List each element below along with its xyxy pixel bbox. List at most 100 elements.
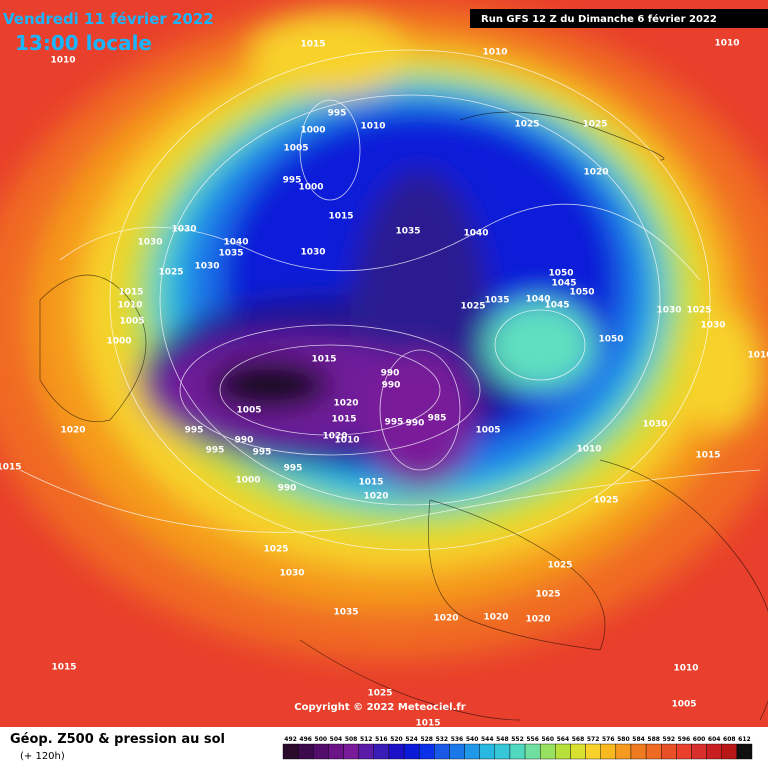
isobar-label: 1030 bbox=[300, 248, 325, 258]
scale-swatch bbox=[736, 743, 753, 760]
scale-label: 552 bbox=[511, 736, 524, 743]
scale-label: 536 bbox=[451, 736, 464, 743]
scale-swatch bbox=[721, 743, 738, 760]
copyright: Copyright © 2022 Meteociel.fr bbox=[294, 702, 465, 713]
scale-swatch bbox=[509, 743, 526, 760]
isobar-label: 1035 bbox=[218, 249, 243, 259]
isobar-label: 1020 bbox=[483, 613, 508, 623]
isobar-label: 1020 bbox=[333, 399, 358, 409]
isobar-label: 1000 bbox=[300, 126, 325, 136]
isobar-label: 1015 bbox=[328, 212, 353, 222]
scale-label: 532 bbox=[436, 736, 449, 743]
scale-label: 500 bbox=[315, 736, 328, 743]
isobar-label: 1020 bbox=[583, 168, 608, 178]
scale-swatch bbox=[539, 743, 556, 760]
isobar-label: 1015 bbox=[311, 355, 336, 365]
isobar-label: 1025 bbox=[514, 120, 539, 130]
run-info: Run GFS 12 Z du Dimanche 6 février 2022 bbox=[481, 13, 717, 25]
isobar-label: 1020 bbox=[60, 426, 85, 436]
scale-label: 600 bbox=[693, 736, 706, 743]
isobar-label: 1025 bbox=[263, 545, 288, 555]
isobar-label: 1040 bbox=[463, 229, 488, 239]
scale-swatch bbox=[358, 743, 374, 760]
scale-label: 564 bbox=[557, 736, 570, 743]
scale-swatch bbox=[524, 743, 541, 760]
isobar-label: 1010 bbox=[334, 436, 359, 446]
isobar-label: 1005 bbox=[283, 144, 308, 154]
isobar-label: 1010 bbox=[50, 56, 75, 66]
isobar-label: 1025 bbox=[158, 268, 183, 278]
isobar-label: 1025 bbox=[686, 306, 711, 316]
scale-swatch bbox=[691, 743, 707, 760]
isobar-label: 1025 bbox=[535, 590, 560, 600]
scale-swatch bbox=[328, 743, 344, 760]
legend-title: Géop. Z500 & pression au sol bbox=[10, 732, 225, 747]
scale-label: 508 bbox=[345, 736, 358, 743]
isobar-label: 1000 bbox=[298, 183, 323, 193]
scale-label: 592 bbox=[663, 736, 676, 743]
isobar-label: 1005 bbox=[236, 406, 261, 416]
scale-label: 560 bbox=[541, 736, 554, 743]
scale-swatch bbox=[403, 743, 420, 760]
isobar-label: 1045 bbox=[551, 279, 576, 289]
scale-label: 520 bbox=[390, 736, 403, 743]
forecast-time: 13:00 locale bbox=[15, 31, 152, 55]
scale-swatch bbox=[600, 743, 617, 760]
isobar-label: 1010 bbox=[673, 664, 698, 674]
isobar-label: 1015 bbox=[331, 415, 356, 425]
isobar-label: 1005 bbox=[671, 700, 696, 710]
scale-label: 544 bbox=[481, 736, 494, 743]
scale-label: 608 bbox=[723, 736, 736, 743]
scale-swatch bbox=[570, 743, 586, 760]
isobar-label: 1050 bbox=[569, 288, 594, 298]
isobar-label: 990 bbox=[381, 369, 400, 379]
scale-label: 496 bbox=[299, 736, 312, 743]
scale-label: 612 bbox=[738, 736, 751, 743]
scale-label: 504 bbox=[330, 736, 343, 743]
isobar-labels: 1015 1010 1010 1010 995 1000 1010 1005 995 1000 10… bbox=[0, 39, 768, 728]
isobar-label: 995 bbox=[284, 464, 303, 474]
isobar-label: 1015 bbox=[118, 288, 143, 298]
isobar-label: 990 bbox=[382, 381, 401, 391]
scale-label: 576 bbox=[602, 736, 615, 743]
scale-label: 512 bbox=[360, 736, 373, 743]
scale-swatch bbox=[676, 743, 692, 760]
scale-swatch bbox=[630, 743, 647, 760]
isobar-label: 1015 bbox=[695, 451, 720, 461]
isobar-label: 1015 bbox=[358, 478, 383, 488]
isobar-label: 1040 bbox=[223, 238, 248, 248]
isobars bbox=[19, 49, 761, 551]
scale-label: 604 bbox=[708, 736, 721, 743]
isobar-label: 1030 bbox=[171, 225, 196, 235]
isobar-label: 1035 bbox=[484, 296, 509, 306]
scale-label: 528 bbox=[420, 736, 433, 743]
scale-swatch bbox=[388, 743, 405, 760]
map-field: 1015 1010 1010 1010 995 1000 1010 1005 995 1000 10… bbox=[0, 0, 768, 728]
isobar-label: 990 bbox=[235, 436, 254, 446]
scale-label: 548 bbox=[496, 736, 509, 743]
isobar-label: 1010 bbox=[117, 301, 142, 311]
scale-label: 572 bbox=[587, 736, 600, 743]
isobar-label: 1000 bbox=[235, 476, 260, 486]
isobar-label: 1050 bbox=[548, 269, 573, 279]
isobar-label: 1025 bbox=[367, 689, 392, 699]
isobar-label: 1025 bbox=[593, 496, 618, 506]
scale-label: 596 bbox=[678, 736, 691, 743]
coastlines bbox=[39, 111, 768, 721]
scale-label: 568 bbox=[572, 736, 585, 743]
isobar-label: 1030 bbox=[137, 238, 162, 248]
isobar-label: 1015 bbox=[0, 463, 22, 473]
isobar-label: 995 bbox=[253, 448, 272, 458]
isobar-label: 1035 bbox=[395, 227, 420, 237]
scale-swatch bbox=[434, 743, 450, 760]
isobar-label: 985 bbox=[428, 414, 447, 424]
isobar-label: 1035 bbox=[333, 608, 358, 618]
scale-swatch bbox=[585, 743, 601, 760]
isobar-label: 1010 bbox=[576, 445, 601, 455]
scale-label: 588 bbox=[647, 736, 660, 743]
isobar-label: 1030 bbox=[700, 321, 725, 331]
scale-swatch bbox=[449, 743, 465, 760]
isobar-label: 1010 bbox=[747, 351, 768, 361]
isobar-label: 1020 bbox=[363, 492, 388, 502]
